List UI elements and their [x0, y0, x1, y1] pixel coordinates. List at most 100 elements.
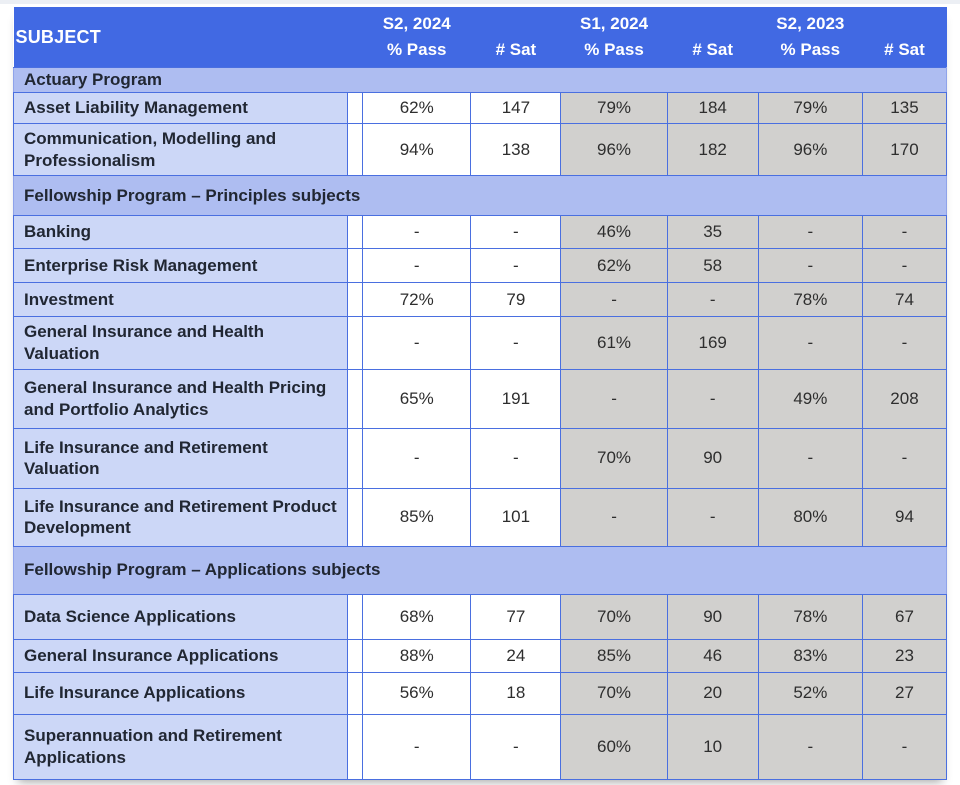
value-cell: -	[470, 215, 562, 250]
subject-cell: Banking	[13, 215, 348, 250]
top-edge-divider	[0, 0, 960, 4]
header-gap-cell	[347, 7, 363, 68]
value-cell: -	[560, 487, 668, 547]
value-cell: 24	[470, 638, 562, 673]
section-label: Actuary Program	[13, 67, 947, 93]
value-cell: 79	[470, 282, 562, 318]
value-cell: 18	[470, 671, 562, 715]
value-cell: 191	[470, 368, 562, 429]
value-cell: -	[470, 248, 562, 284]
section-label: Fellowship Program – Applications subjec…	[13, 545, 947, 595]
exam-results-table: SUBJECT S2, 2024 % Pass # Sat S1, 2024 %…	[13, 7, 948, 780]
value-cell: 67	[861, 593, 948, 640]
value-cell: -	[861, 248, 948, 284]
subject-cell: Superannuation and Retirement Applicatio…	[13, 713, 348, 780]
pass-label-s2-2023: % Pass	[780, 40, 841, 59]
value-cell: -	[362, 248, 472, 284]
value-cell: 10	[666, 713, 759, 780]
section-row-fellowship-applications: Fellowship Program – Applications subjec…	[13, 545, 947, 595]
sat-label-s2-2024: # Sat	[495, 40, 537, 59]
table-row: General Insurance and Health Pricing and…	[13, 368, 948, 429]
gap-cell	[346, 713, 364, 780]
subject-cell: Life Insurance and Retirement Valuation	[13, 427, 348, 489]
gap-cell	[346, 215, 364, 250]
value-cell: 94	[861, 487, 948, 547]
value-cell: 78%	[757, 282, 863, 318]
table-row: Banking - - 46% 35 - -	[13, 215, 948, 250]
value-cell: 60%	[560, 713, 668, 780]
value-cell: -	[757, 215, 863, 250]
value-cell: 56%	[362, 671, 472, 715]
period-label-s2-2024: S2, 2024	[382, 14, 451, 33]
value-cell: -	[861, 713, 948, 780]
pass-label-s1-2024: % Pass	[584, 40, 644, 59]
value-cell: 62%	[560, 248, 668, 284]
value-cell: 182	[666, 122, 759, 177]
gap-cell	[346, 671, 364, 715]
value-cell: -	[470, 316, 562, 370]
value-cell: 78%	[757, 593, 863, 640]
subject-cell: Life Insurance and Retirement Product De…	[13, 487, 348, 547]
column-header-s2-2024-sat: # Sat	[470, 7, 561, 68]
value-cell: 58	[666, 248, 759, 284]
value-cell: 94%	[362, 122, 472, 177]
value-cell: 96%	[757, 122, 863, 177]
value-cell: 83%	[757, 638, 863, 673]
value-cell: -	[666, 487, 759, 547]
value-cell: 62%	[362, 92, 472, 124]
sat-label-s1-2024: # Sat	[692, 40, 733, 59]
value-cell: 35	[666, 215, 759, 250]
table-header-row: SUBJECT S2, 2024 % Pass # Sat S1, 2024 %…	[13, 7, 947, 68]
value-cell: 61%	[560, 316, 668, 370]
value-cell: 46%	[560, 215, 668, 250]
table-row: Superannuation and Retirement Applicatio…	[13, 713, 948, 780]
value-cell: 70%	[560, 593, 668, 640]
value-cell: -	[470, 713, 562, 780]
value-cell: 65%	[362, 368, 472, 429]
column-header-s2-2023-pass: S2, 2023 % Pass	[758, 7, 863, 68]
value-cell: -	[861, 427, 948, 489]
period-label-s1-2024: S1, 2024	[580, 14, 649, 33]
section-label: Fellowship Program – Principles subjects	[13, 175, 947, 217]
value-cell: 20	[666, 671, 759, 715]
value-cell: 49%	[757, 368, 863, 429]
value-cell: 88%	[362, 638, 472, 673]
table-row: Data Science Applications 68% 77 70% 90 …	[13, 593, 948, 640]
column-header-s2-2023-sat: # Sat	[862, 7, 947, 68]
subject-cell: General Insurance and Health Pricing and…	[13, 368, 348, 429]
value-cell: 170	[861, 122, 948, 177]
value-cell: 96%	[560, 122, 668, 177]
subject-cell: General Insurance and Health Valuation	[13, 316, 348, 370]
value-cell: 23	[861, 638, 948, 673]
value-cell: 79%	[560, 92, 668, 124]
value-cell: -	[560, 368, 668, 429]
table-row: Life Insurance Applications 56% 18 70% 2…	[13, 671, 948, 715]
value-cell: -	[362, 427, 472, 489]
value-cell: 27	[861, 671, 948, 715]
value-cell: 101	[470, 487, 562, 547]
gap-cell	[346, 248, 364, 284]
section-row-actuary-program: Actuary Program	[13, 67, 947, 93]
value-cell: 138	[470, 122, 562, 177]
value-cell: 90	[666, 593, 759, 640]
value-cell: -	[470, 427, 562, 489]
value-cell: -	[757, 713, 863, 780]
value-cell: 70%	[560, 671, 668, 715]
table-row: Asset Liability Management 62% 147 79% 1…	[13, 92, 948, 124]
subject-cell: General Insurance Applications	[13, 638, 348, 673]
column-header-subject: SUBJECT	[13, 7, 348, 68]
value-cell: -	[362, 713, 472, 780]
value-cell: 46	[666, 638, 759, 673]
value-cell: 85%	[560, 638, 668, 673]
section-row-fellowship-principles: Fellowship Program – Principles subjects	[13, 175, 947, 217]
value-cell: 79%	[757, 92, 863, 124]
value-cell: 80%	[757, 487, 863, 547]
value-cell: 85%	[362, 487, 472, 547]
value-cell: -	[861, 215, 948, 250]
column-header-s2-2024-pass: S2, 2024 % Pass	[362, 7, 471, 68]
value-cell: 147	[470, 92, 562, 124]
subject-cell: Life Insurance Applications	[13, 671, 348, 715]
pass-label-s2-2024: % Pass	[386, 40, 447, 59]
subject-cell: Enterprise Risk Management	[13, 248, 348, 284]
